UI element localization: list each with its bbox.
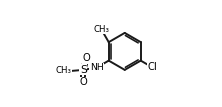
Text: Cl: Cl — [148, 62, 157, 73]
Text: S: S — [80, 65, 87, 75]
Text: NH: NH — [90, 63, 104, 72]
Text: O: O — [83, 53, 90, 63]
Text: O: O — [79, 77, 87, 87]
Text: CH₃: CH₃ — [93, 25, 109, 34]
Text: CH₃: CH₃ — [55, 66, 71, 75]
